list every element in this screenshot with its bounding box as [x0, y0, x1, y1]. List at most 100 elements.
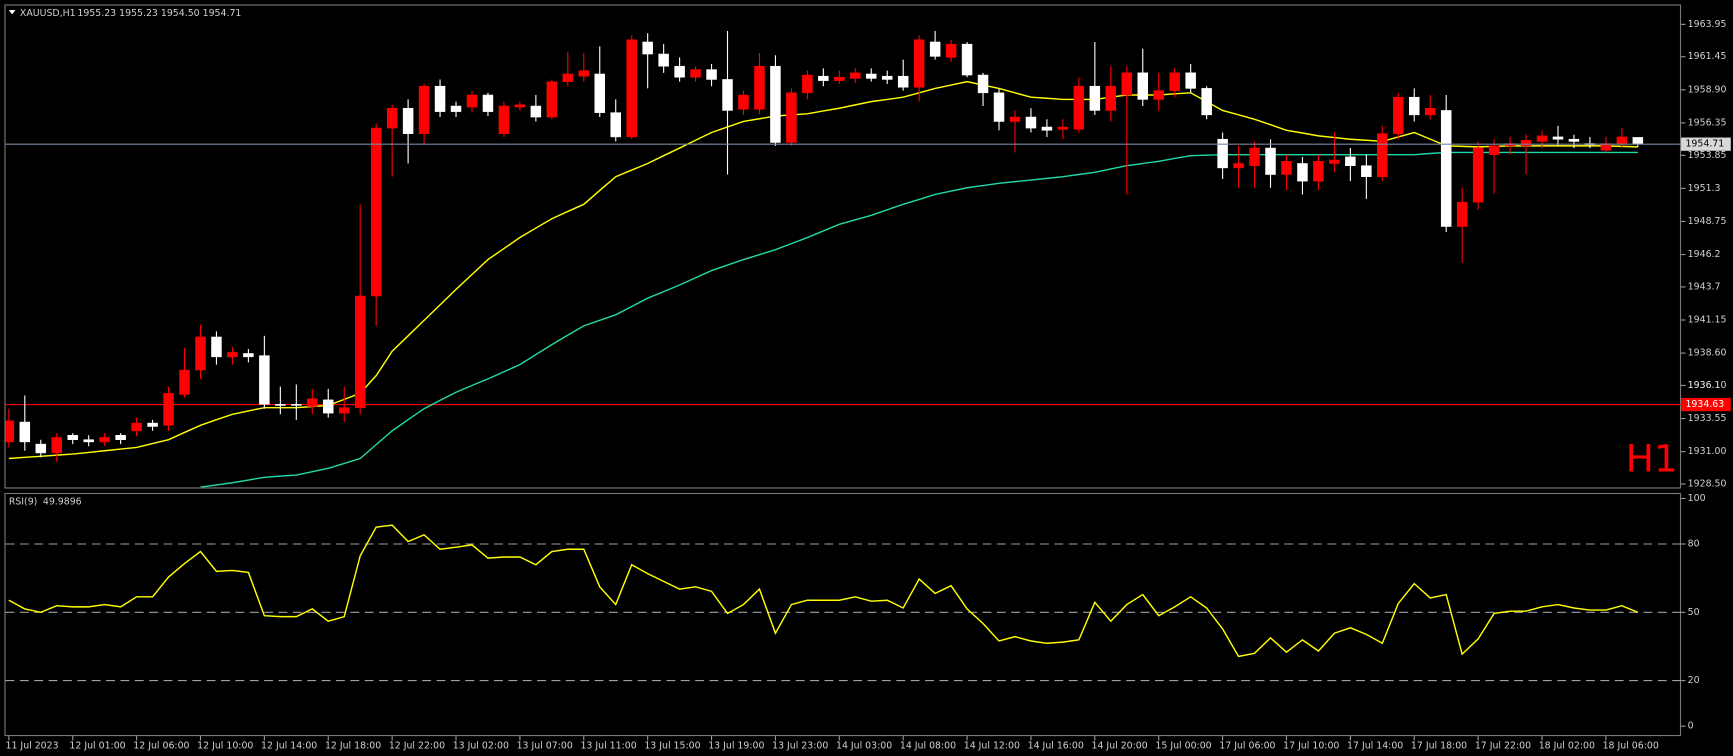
candle-body — [642, 41, 653, 55]
x-tick-label: 17 Jul 10:00 — [1283, 741, 1339, 752]
candle-body — [434, 85, 446, 112]
candle-body — [466, 94, 478, 108]
candle-body — [402, 107, 414, 134]
candle-body — [498, 105, 510, 134]
candle-body — [307, 398, 318, 407]
rsi-panel — [4, 492, 1682, 737]
candle-body — [259, 355, 270, 405]
current-price-box — [1681, 137, 1731, 151]
candle-body — [674, 65, 685, 78]
candle-body — [354, 295, 366, 408]
candle-body — [1409, 96, 1420, 116]
candle-body — [338, 407, 350, 414]
y-tick-label: 1928.50 — [1688, 479, 1727, 490]
y-tick-label: 1936.1 — [1688, 380, 1721, 391]
candle-body — [866, 73, 877, 79]
candle-body — [770, 65, 781, 143]
candle-body — [418, 85, 430, 134]
candle-body — [99, 437, 110, 443]
candle-body — [546, 81, 558, 118]
candle-body — [291, 404, 302, 406]
candle-body — [19, 421, 31, 443]
y-tick-label: 1951.3 — [1688, 183, 1721, 194]
candle-body — [818, 75, 829, 81]
x-tick-label: 14 Jul 03:00 — [836, 741, 892, 752]
rsi-title: RSI(9) — [9, 496, 38, 507]
x-tick-label: 12 Jul 18:00 — [325, 741, 381, 752]
candle-body — [610, 112, 621, 138]
candle-body — [626, 39, 637, 138]
candle-body — [51, 437, 63, 454]
candle-body — [450, 105, 462, 112]
candle-body — [1089, 85, 1101, 111]
candle-body — [881, 75, 893, 80]
candle-body — [1297, 163, 1308, 182]
candle-body — [163, 392, 174, 426]
rsi-line — [8, 524, 1639, 658]
candle-body — [1249, 147, 1260, 166]
x-tick-label: 17 Jul 14:00 — [1347, 741, 1403, 752]
x-tick-label: 12 Jul 22:00 — [389, 741, 445, 752]
x-tick-label: 12 Jul 06:00 — [133, 741, 189, 752]
candle-body — [530, 105, 542, 118]
y-tick-label: 80 — [1688, 539, 1700, 550]
candle-body — [1520, 139, 1532, 147]
candle-body — [897, 75, 909, 88]
candle-body — [1073, 85, 1085, 130]
collapse-icon — [8, 9, 16, 15]
candle-body — [1057, 126, 1069, 130]
candle-body — [1536, 135, 1548, 142]
x-tick-label: 11 Jul 2023 — [6, 741, 59, 752]
x-tick-label: 12 Jul 14:00 — [261, 741, 317, 752]
candle-body — [738, 94, 749, 110]
candle-body — [1313, 161, 1324, 182]
candle-body — [1025, 116, 1037, 129]
candle-body — [594, 73, 606, 113]
main-panel — [4, 4, 1682, 489]
candle-body — [243, 353, 254, 358]
candle-body — [1361, 165, 1372, 177]
x-tick-label: 15 Jul 00:00 — [1155, 741, 1211, 752]
y-tick-label: 1936.10 — [1688, 380, 1727, 391]
ohlc-text: 1955.23 1955.23 1954.50 1954.71 — [77, 8, 241, 19]
candle-body — [1568, 138, 1580, 142]
y-tick-label: 1961.45 — [1688, 51, 1727, 62]
candle-body — [1265, 147, 1276, 175]
candle-body — [802, 74, 813, 94]
candle-body — [83, 439, 94, 443]
x-tick-label: 14 Jul 20:00 — [1092, 741, 1148, 752]
candle-body — [211, 336, 222, 358]
candle-body — [562, 73, 574, 82]
candle-body — [578, 70, 590, 77]
candle-body — [227, 352, 238, 358]
candle-body — [115, 435, 126, 440]
candle-body — [834, 76, 845, 81]
y-tick-label: 1958.90 — [1688, 84, 1727, 95]
candle-body — [147, 422, 158, 427]
candle-body — [786, 92, 797, 143]
y-tick-label: 1956.35 — [1688, 117, 1727, 128]
candle-body — [945, 43, 957, 58]
candle-body — [1137, 72, 1149, 100]
candle-body — [1009, 116, 1021, 122]
y-tick-label: 1943.7 — [1688, 281, 1721, 292]
x-tick-label: 13 Jul 23:00 — [772, 741, 828, 752]
candle-body — [961, 43, 973, 76]
candle-body — [754, 65, 765, 110]
candle-body — [1153, 90, 1164, 100]
candle-body — [929, 41, 941, 57]
candle-body — [1329, 159, 1340, 164]
y-tick-label: 1931.00 — [1688, 446, 1727, 457]
x-tick-label: 17 Jul 18:00 — [1411, 741, 1467, 752]
y-tick-label: 1941.15 — [1688, 315, 1727, 326]
candle-body — [514, 104, 526, 108]
x-tick-label: 17 Jul 22:00 — [1475, 741, 1531, 752]
candle-body — [370, 127, 382, 297]
price-level-label: 1934.63 — [1685, 399, 1724, 410]
candle-body — [1281, 161, 1292, 175]
candle-body — [1233, 163, 1244, 169]
candle-body — [1488, 145, 1500, 155]
candle-body — [977, 74, 989, 94]
